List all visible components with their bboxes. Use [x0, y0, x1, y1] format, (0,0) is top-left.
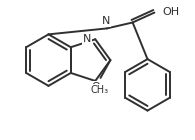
- Text: CH₃: CH₃: [90, 85, 109, 95]
- Text: N: N: [83, 34, 91, 44]
- Text: N: N: [102, 16, 110, 26]
- Text: O: O: [91, 82, 100, 92]
- Text: OH: OH: [162, 7, 179, 17]
